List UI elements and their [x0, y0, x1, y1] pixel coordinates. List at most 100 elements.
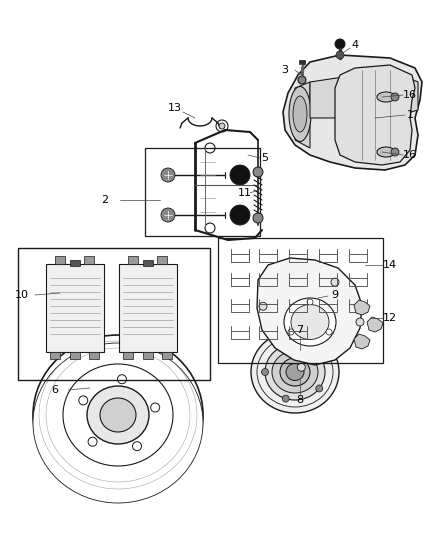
- Circle shape: [316, 385, 323, 392]
- Bar: [145, 148, 260, 236]
- Bar: [70, 352, 80, 359]
- Polygon shape: [310, 70, 418, 118]
- Ellipse shape: [293, 96, 307, 132]
- Circle shape: [230, 205, 250, 225]
- Circle shape: [331, 278, 339, 286]
- Text: 1: 1: [406, 110, 413, 120]
- Ellipse shape: [286, 364, 304, 381]
- Circle shape: [117, 375, 127, 384]
- Text: 8: 8: [297, 395, 304, 405]
- Ellipse shape: [87, 386, 149, 444]
- Ellipse shape: [100, 398, 136, 432]
- Circle shape: [326, 329, 332, 335]
- Ellipse shape: [251, 331, 339, 413]
- Circle shape: [356, 318, 364, 326]
- Circle shape: [253, 167, 263, 177]
- Circle shape: [261, 368, 268, 376]
- Bar: [231, 278, 249, 286]
- Bar: [50, 352, 60, 359]
- Ellipse shape: [284, 298, 336, 346]
- Bar: [157, 256, 167, 264]
- Polygon shape: [354, 334, 370, 349]
- Bar: [349, 254, 367, 262]
- Text: 16: 16: [403, 90, 417, 100]
- Circle shape: [336, 51, 344, 59]
- Bar: [259, 331, 277, 339]
- Circle shape: [298, 76, 306, 84]
- Bar: [162, 352, 172, 359]
- Circle shape: [253, 213, 263, 223]
- Bar: [289, 278, 307, 286]
- Text: 14: 14: [383, 260, 397, 270]
- Polygon shape: [354, 300, 370, 315]
- Polygon shape: [46, 264, 104, 352]
- Bar: [231, 331, 249, 339]
- Circle shape: [161, 168, 175, 182]
- Ellipse shape: [289, 86, 311, 141]
- Text: 10: 10: [15, 290, 29, 300]
- Bar: [89, 352, 99, 359]
- Bar: [143, 260, 153, 266]
- Circle shape: [259, 302, 267, 310]
- Circle shape: [297, 364, 305, 372]
- Circle shape: [307, 299, 313, 305]
- Bar: [259, 254, 277, 262]
- Bar: [289, 254, 307, 262]
- Polygon shape: [257, 258, 362, 365]
- Bar: [218, 238, 383, 363]
- Bar: [259, 304, 277, 312]
- Circle shape: [161, 208, 175, 222]
- Ellipse shape: [272, 351, 318, 393]
- Circle shape: [391, 148, 399, 156]
- Text: 7: 7: [297, 325, 304, 335]
- Circle shape: [133, 442, 141, 451]
- Polygon shape: [295, 82, 310, 148]
- Text: 6: 6: [52, 385, 59, 395]
- Polygon shape: [335, 65, 415, 165]
- Circle shape: [230, 165, 250, 185]
- Polygon shape: [119, 264, 177, 352]
- Bar: [55, 256, 65, 264]
- Bar: [349, 278, 367, 286]
- Bar: [123, 352, 133, 359]
- Bar: [143, 352, 153, 359]
- Bar: [289, 331, 307, 339]
- Polygon shape: [367, 317, 383, 332]
- Circle shape: [88, 437, 97, 446]
- Circle shape: [282, 342, 289, 349]
- Text: 9: 9: [332, 290, 339, 300]
- Ellipse shape: [291, 304, 329, 340]
- Ellipse shape: [280, 358, 310, 386]
- Ellipse shape: [33, 343, 203, 503]
- Bar: [319, 254, 337, 262]
- Circle shape: [391, 93, 399, 101]
- Ellipse shape: [377, 92, 395, 102]
- Circle shape: [151, 403, 160, 412]
- Circle shape: [316, 352, 323, 359]
- Bar: [319, 278, 337, 286]
- Ellipse shape: [377, 147, 395, 157]
- Circle shape: [335, 39, 345, 49]
- Bar: [299, 60, 305, 64]
- Circle shape: [288, 329, 294, 335]
- Text: 3: 3: [282, 65, 289, 75]
- Bar: [349, 304, 367, 312]
- Text: 2: 2: [102, 195, 109, 205]
- Ellipse shape: [265, 344, 325, 400]
- Text: 16: 16: [403, 150, 417, 160]
- Text: 13: 13: [168, 103, 182, 113]
- Bar: [289, 304, 307, 312]
- Circle shape: [282, 395, 289, 402]
- Bar: [231, 254, 249, 262]
- Text: 12: 12: [383, 313, 397, 323]
- Bar: [319, 304, 337, 312]
- Text: 11: 11: [238, 188, 252, 198]
- Text: 4: 4: [351, 40, 359, 50]
- Circle shape: [79, 396, 88, 405]
- Circle shape: [219, 123, 225, 129]
- Bar: [259, 278, 277, 286]
- Bar: [128, 256, 138, 264]
- Text: 5: 5: [261, 153, 268, 163]
- Bar: [84, 256, 94, 264]
- Bar: [231, 304, 249, 312]
